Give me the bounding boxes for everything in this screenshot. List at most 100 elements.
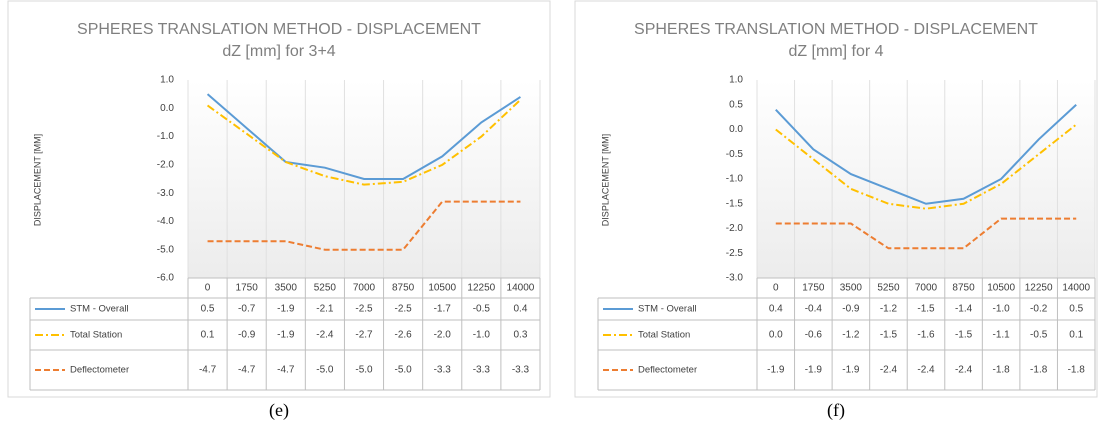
x-tick-label: 12250	[1025, 283, 1053, 294]
x-tick-label: 3500	[275, 283, 298, 294]
table-value: -0.4	[805, 304, 823, 315]
series-line	[775, 217, 1077, 250]
y-tick-label: -3.0	[726, 273, 744, 284]
x-tick-label: 8750	[392, 283, 415, 294]
x-tick-label: 5250	[314, 283, 337, 294]
table-value: -1.5	[917, 304, 935, 315]
table-value: -0.9	[238, 330, 256, 341]
table-value: -2.4	[880, 365, 898, 376]
x-tick-label: 3500	[840, 283, 863, 294]
x-tick-label: 0	[205, 283, 211, 294]
table-value: -1.0	[992, 304, 1010, 315]
chart-subtitle: dZ [mm] for 4	[788, 43, 883, 60]
table-value: -0.2	[1030, 304, 1048, 315]
table-value: -2.5	[394, 304, 412, 315]
table-value: -1.9	[842, 365, 860, 376]
x-tick-label: 1750	[802, 283, 825, 294]
chart-title: SPHERES TRANSLATION METHOD - DISPLACEMEN…	[634, 21, 1038, 38]
y-axis-label: DISPLACEMENT [MM]	[32, 134, 42, 226]
table-value: 0.3	[513, 330, 527, 341]
table-value: -5.0	[355, 365, 373, 376]
table-value: 0.4	[769, 304, 783, 315]
x-tick-label: 0	[773, 283, 779, 294]
chart-title: SPHERES TRANSLATION METHOD - DISPLACEMEN…	[77, 21, 481, 38]
table-value: -1.8	[1030, 365, 1048, 376]
table-value: -1.8	[1068, 365, 1086, 376]
table-value: -1.7	[434, 304, 452, 315]
y-tick-label: 1.0	[729, 75, 743, 86]
x-tick-label: 12250	[467, 283, 495, 294]
series-line	[207, 200, 521, 251]
panel-caption: (f)	[827, 400, 845, 421]
table-value: -3.3	[434, 365, 452, 376]
table-value: -1.2	[880, 304, 898, 315]
y-tick-label: -2.0	[157, 159, 175, 170]
table-value: 0.5	[201, 304, 215, 315]
y-tick-label: -2.5	[726, 248, 744, 259]
x-tick-label: 7000	[353, 283, 376, 294]
y-tick-label: -0.5	[726, 149, 744, 160]
table-value: -1.4	[955, 304, 973, 315]
table-value: -2.1	[316, 304, 334, 315]
table-value: -2.6	[394, 330, 412, 341]
plot-area	[757, 80, 1095, 278]
table-value: -0.5	[1030, 330, 1048, 341]
table-value: -1.5	[880, 330, 898, 341]
table-value: -4.7	[277, 365, 295, 376]
table-value: -2.4	[316, 330, 334, 341]
y-tick-label: 0.5	[729, 99, 743, 110]
series-line	[775, 104, 1077, 205]
y-tick-label: -3.0	[157, 188, 175, 199]
legend-label: Deflectometer	[70, 365, 129, 376]
x-tick-label: 14000	[1062, 283, 1090, 294]
y-tick-label: -6.0	[157, 273, 175, 284]
table-value: -1.5	[955, 330, 973, 341]
y-tick-label: 0.0	[160, 103, 174, 114]
y-axis-label: DISPLACEMENT [MM]	[600, 134, 610, 226]
table-value: -0.9	[842, 304, 860, 315]
y-tick-label: 1.0	[160, 75, 174, 86]
table-value: -3.3	[473, 365, 491, 376]
table-value: -4.7	[238, 365, 256, 376]
table-value: -1.9	[277, 304, 295, 315]
table-value: -1.6	[917, 330, 935, 341]
panel-caption: (e)	[269, 400, 289, 421]
table-value: -2.4	[917, 365, 935, 376]
table-value: -1.9	[767, 365, 785, 376]
x-tick-label: 10500	[987, 283, 1015, 294]
legend-label: Total Station	[638, 330, 690, 341]
series-line	[206, 93, 521, 180]
table-value: -2.0	[434, 330, 452, 341]
table-value: -1.9	[805, 365, 823, 376]
x-tick-label: 5250	[877, 283, 900, 294]
table-value: -3.3	[512, 365, 530, 376]
x-tick-label: 1750	[236, 283, 259, 294]
table-value: -2.4	[955, 365, 973, 376]
x-tick-label: 8750	[952, 283, 975, 294]
legend-label: STM - Overall	[70, 304, 129, 315]
series-line	[206, 99, 522, 186]
y-tick-label: -4.0	[157, 216, 175, 227]
x-tick-label: 10500	[428, 283, 456, 294]
table-value: 0.1	[201, 330, 215, 341]
table-value: 0.1	[1069, 330, 1083, 341]
y-tick-label: -2.0	[726, 223, 744, 234]
y-tick-label: 0.0	[729, 124, 743, 135]
legend-label: Deflectometer	[638, 365, 697, 376]
table-value: -5.0	[394, 365, 412, 376]
table-value: -4.7	[199, 365, 217, 376]
table-value: -1.0	[473, 330, 491, 341]
table-value: -2.7	[355, 330, 373, 341]
table-value: -1.2	[842, 330, 860, 341]
chart-subtitle: dZ [mm] for 3+4	[222, 43, 335, 60]
x-tick-label: 14000	[507, 283, 535, 294]
y-tick-label: -1.5	[726, 198, 744, 209]
legend-label: Total Station	[70, 330, 122, 341]
table-value: -1.9	[277, 330, 295, 341]
table-value: 0.5	[1069, 304, 1083, 315]
table-value: -0.6	[805, 330, 823, 341]
table-value: -2.5	[355, 304, 373, 315]
y-tick-label: -1.0	[157, 131, 175, 142]
table-value: 0.4	[513, 304, 527, 315]
table-value: -5.0	[316, 365, 334, 376]
